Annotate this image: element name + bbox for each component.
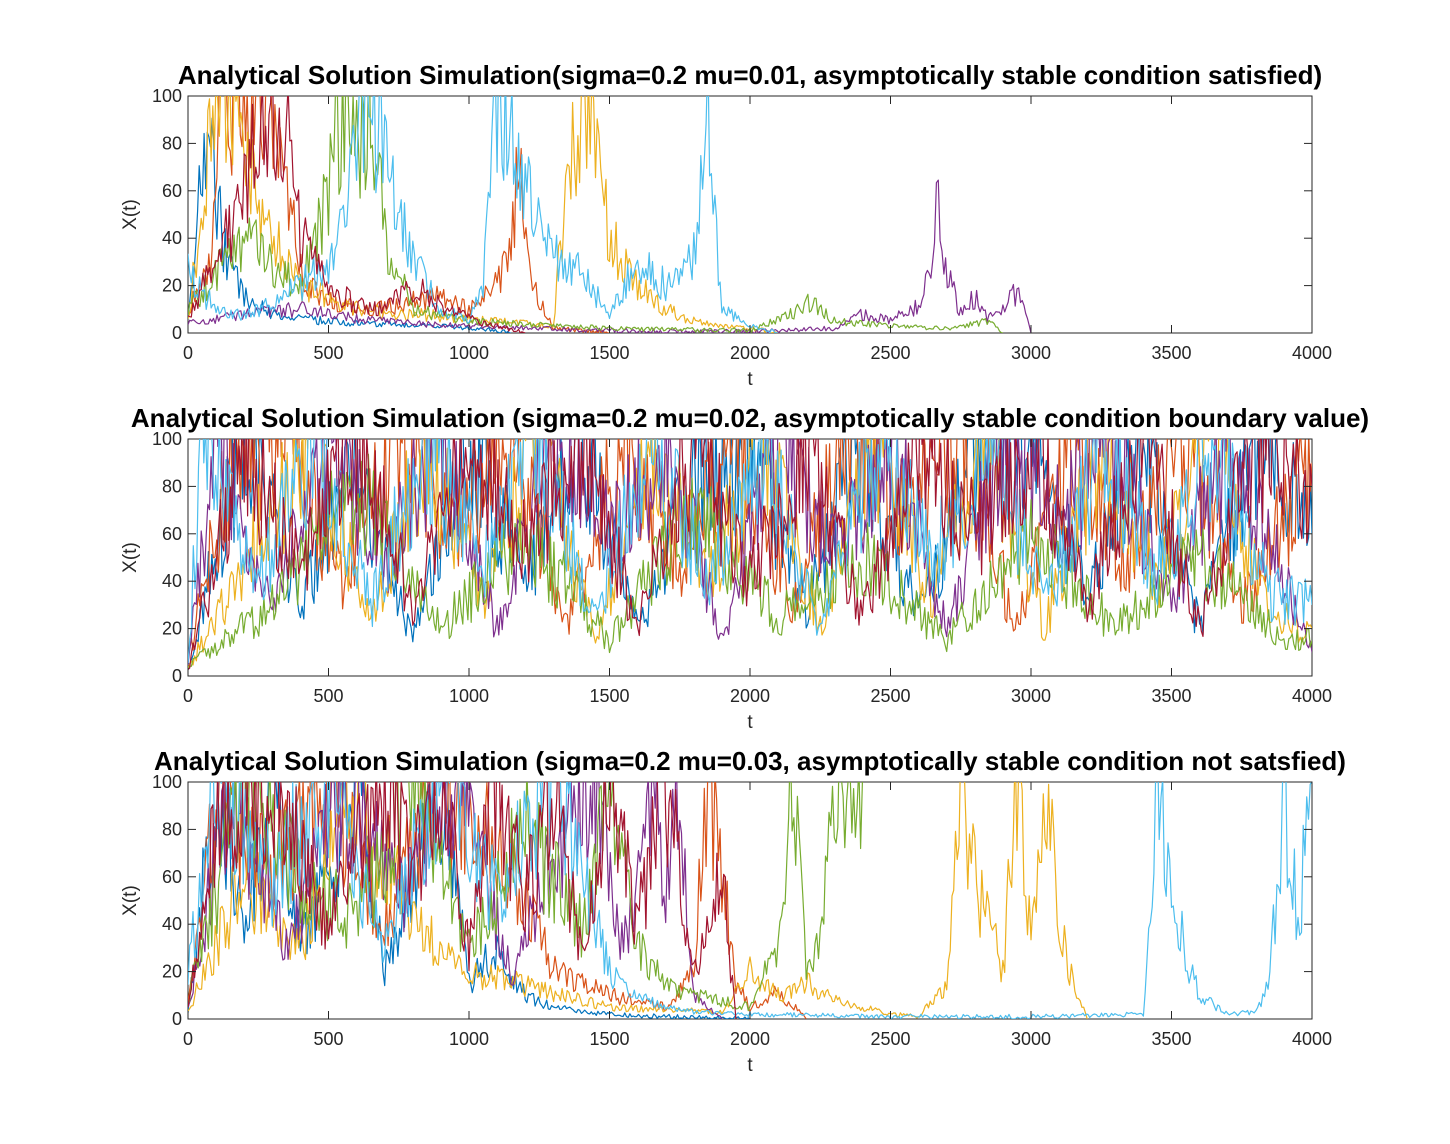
x-tick-label: 2000 [730,343,770,363]
x-tick-label: 2500 [870,343,910,363]
x-tick-label: 4000 [1292,1029,1332,1049]
y-tick-label: 60 [162,524,182,544]
y-axis-label: X(t) [120,199,141,230]
y-tick-label: 80 [162,476,182,496]
x-tick-label: 500 [313,1029,343,1049]
x-tick-label: 4000 [1292,686,1332,706]
series-line-6 [188,782,1312,1019]
y-tick-label: 20 [162,276,182,296]
y-axis-label: X(t) [120,885,141,916]
y-tick-label: 0 [172,323,182,343]
y-tick-label: 100 [152,86,182,106]
x-tick-label: 1000 [449,1029,489,1049]
x-axis-label: t [747,712,753,733]
x-tick-label: 1500 [589,343,629,363]
series-line-5 [188,782,863,1012]
x-tick-label: 3000 [1011,1029,1051,1049]
plot-area [187,95,1313,334]
x-tick-label: 3500 [1151,686,1191,706]
x-tick-label: 0 [183,686,193,706]
series-line-7 [188,782,737,1019]
x-tick-label: 4000 [1292,343,1332,363]
x-tick-label: 0 [183,1029,193,1049]
x-tick-label: 3500 [1151,343,1191,363]
x-tick-label: 500 [313,343,343,363]
chart-title: Analytical Solution Simulation(sigma=0.2… [178,60,1322,90]
x-tick-label: 3000 [1011,343,1051,363]
y-tick-label: 60 [162,181,182,201]
y-tick-label: 100 [152,772,182,792]
y-tick-label: 20 [162,962,182,982]
x-tick-label: 3000 [1011,686,1051,706]
y-tick-label: 40 [162,914,182,934]
x-tick-label: 1500 [589,686,629,706]
x-tick-label: 1500 [589,1029,629,1049]
y-tick-label: 100 [152,429,182,449]
x-tick-label: 3500 [1151,1029,1191,1049]
series-line-5 [188,453,1312,669]
y-tick-label: 40 [162,228,182,248]
y-tick-label: 40 [162,571,182,591]
series-line-7 [188,439,1312,670]
chart-title: Analytical Solution Simulation (sigma=0.… [154,746,1346,776]
y-axis-label: X(t) [120,542,141,573]
chart-mu-0.01: 0 500 1000 1500 2000 2500 3000 3500 4000 0 20 40 60 8… [120,60,1332,390]
series-line-2 [188,96,610,333]
chart-mu-0.02: 0 500 1000 1500 2000 2500 3000 3500 4000 0 20 40 60 8… [120,403,1369,733]
x-tick-label: 2500 [870,686,910,706]
series-line-6 [188,96,779,333]
series-line-7 [188,96,526,333]
y-tick-label: 20 [162,619,182,639]
y-tick-label: 80 [162,819,182,839]
y-tick-label: 60 [162,867,182,887]
x-tick-label: 0 [183,343,193,363]
x-tick-label: 500 [313,686,343,706]
series-line-5 [188,96,1004,333]
x-tick-label: 1000 [449,343,489,363]
x-tick-label: 2000 [730,686,770,706]
x-axis-label: t [747,1055,753,1076]
series-group [188,782,1312,1019]
y-tick-label: 0 [172,1009,182,1029]
x-tick-label: 2000 [730,1029,770,1049]
chart-title: Analytical Solution Simulation (sigma=0.… [131,403,1369,433]
y-tick-label: 80 [162,133,182,153]
x-tick-label: 2500 [870,1029,910,1049]
x-tick-label: 1000 [449,686,489,706]
x-axis-label: t [747,369,753,390]
y-tick-label: 0 [172,666,182,686]
chart-mu-0.03: 0 500 1000 1500 2000 2500 3000 3500 4000 0 20 40 60 8… [120,746,1346,1076]
